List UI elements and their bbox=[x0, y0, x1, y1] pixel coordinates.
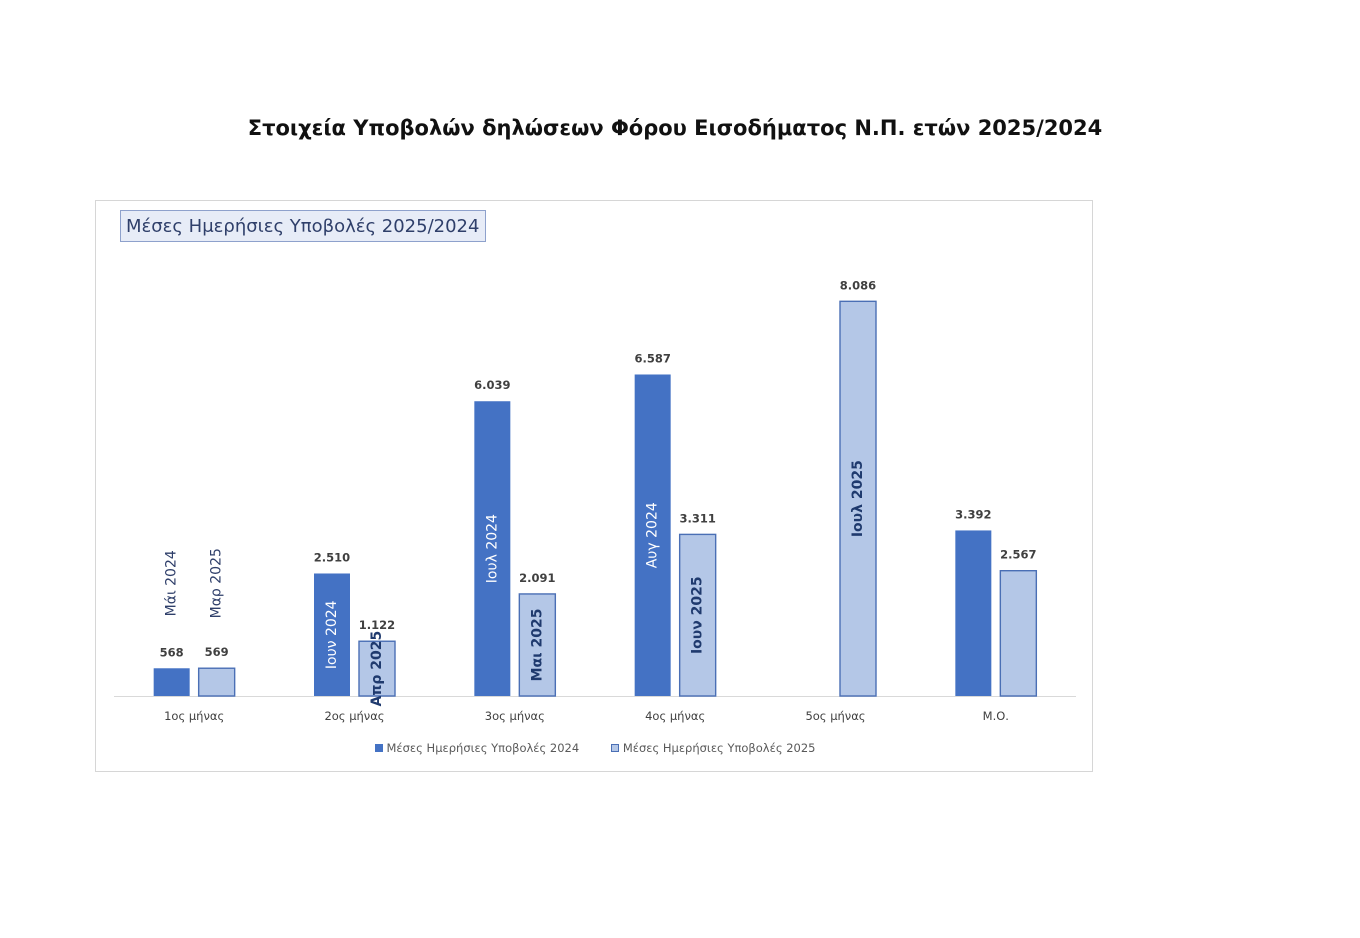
bar-chart: 568 Μάι 2024 569 Μαρ 2025 1ος μήνας 2.510 Ιουν… bbox=[114, 278, 1076, 723]
legend-label-2025: Μέσες Ημερήσιες Υποβολές 2025 bbox=[622, 741, 816, 755]
month-label-2025-4: Ιουν 2025 bbox=[690, 576, 706, 654]
value-label-2025-5: 8.086 bbox=[840, 278, 876, 292]
bar-2024-4 bbox=[634, 374, 671, 696]
bar-2025-6 bbox=[999, 570, 1038, 697]
value-label-2024-3: 6.039 bbox=[474, 378, 510, 392]
bar-2025-1 bbox=[197, 667, 236, 697]
bar-2024-1 bbox=[153, 668, 190, 696]
month-label-2025-2: Απρ 2025 bbox=[369, 631, 385, 707]
month-label-2024-2: Ιουν 2024 bbox=[324, 600, 340, 669]
chart-title: Μέσες Ημερήσιες Υποβολές 2025/2024 bbox=[120, 210, 487, 242]
legend-item-2025: Μέσες Ημερήσιες Υποβολές 2025 bbox=[610, 741, 816, 755]
bar-2024-3 bbox=[474, 401, 511, 696]
category-label-2: 2ος μήνας bbox=[324, 709, 384, 723]
chart-legend: Μέσες Ημερήσιες Υποβολές 2024 Μέσες Ημερ… bbox=[96, 741, 1094, 755]
chart-area: 568 Μάι 2024 569 Μαρ 2025 1ος μήνας 2.510 Ιουν… bbox=[95, 200, 1093, 772]
page-title: Στοιχεία Υποβολών δηλώσεων Φόρου Εισοδήμ… bbox=[247, 116, 1103, 140]
category-label-5: 5ος μήνας bbox=[805, 709, 865, 723]
bar-2025-3 bbox=[518, 593, 557, 697]
month-label-2024-4: Αυγ 2024 bbox=[645, 502, 661, 568]
value-label-2024-2: 2.510 bbox=[314, 550, 350, 564]
value-label-2024-4: 6.587 bbox=[634, 351, 670, 365]
value-label-2025-3: 2.091 bbox=[519, 571, 555, 585]
value-label-2025-2: 1.122 bbox=[359, 618, 395, 632]
month-label-2025-3: Μαι 2025 bbox=[529, 609, 545, 682]
category-label-1: 1ος μήνας bbox=[164, 709, 224, 723]
value-label-2025-6: 2.567 bbox=[1000, 548, 1036, 562]
legend-swatch-2025 bbox=[610, 744, 619, 752]
legend-label-2024: Μέσες Ημερήσιες Υποβολές 2024 bbox=[386, 741, 580, 755]
month-label-2024-1: Μάι 2024 bbox=[164, 550, 180, 616]
category-label-6: Μ.Ο. bbox=[983, 709, 1009, 723]
bar-2025-2 bbox=[358, 640, 396, 697]
bar-2024-6 bbox=[955, 530, 992, 696]
bar-2025-4 bbox=[678, 533, 717, 697]
value-label-2024-1: 568 bbox=[160, 645, 184, 659]
value-label-2025-4: 3.311 bbox=[679, 511, 715, 525]
bar-2025-5 bbox=[839, 300, 877, 697]
category-label-4: 4ος μήνας bbox=[645, 709, 705, 723]
month-label-2024-3: Ιουλ 2024 bbox=[484, 514, 500, 583]
value-label-2025-1: 569 bbox=[205, 645, 229, 659]
legend-item-2024: Μέσες Ημερήσιες Υποβολές 2024 bbox=[374, 741, 580, 755]
legend-swatch-2024 bbox=[374, 744, 383, 752]
month-label-2025-1: Μαρ 2025 bbox=[209, 548, 225, 618]
bar-2024-2 bbox=[314, 573, 350, 696]
category-label-3: 3ος μήνας bbox=[485, 709, 545, 723]
value-label-2024-6: 3.392 bbox=[955, 507, 991, 521]
month-label-2025-5: Ιουλ 2025 bbox=[850, 460, 866, 537]
